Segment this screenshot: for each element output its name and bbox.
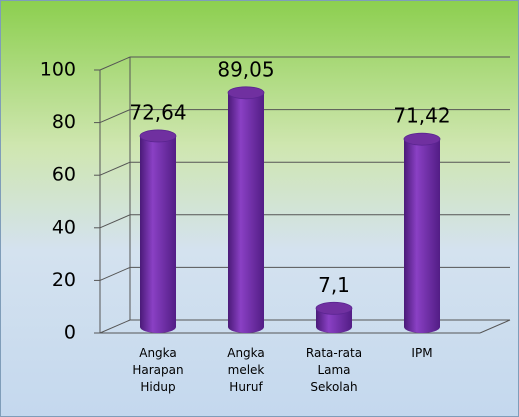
x-tick-label: IPM [411,346,432,360]
cylinder-top [315,301,353,315]
x-tick-line: Angka [139,346,177,360]
cylinder-body [316,308,352,333]
x-tick-line: IPM [411,346,432,360]
floor-right [479,319,511,334]
value-label: 72,64 [129,100,186,124]
grid-line [99,109,131,124]
cylinder-body [140,135,176,333]
cylinder-top [227,86,265,100]
x-tick-line: Harapan [132,363,183,377]
cylinder-top [139,129,177,143]
cylinder-top [403,132,441,146]
y-tick-label: 60 [52,164,76,186]
grid-line [99,319,131,334]
bar [403,132,441,333]
x-tick-line: Rata-rata [306,346,362,360]
y-tick-label: 0 [64,322,76,344]
cylinder-body [404,139,440,333]
y-tick-label: 20 [52,269,76,291]
x-tick-label: Rata-rata Lama Sekolah [306,346,362,394]
grid-line [99,214,131,229]
value-label: 71,42 [393,104,450,128]
x-tick-line: Sekolah [310,380,357,394]
x-tick-line: Hidup [140,380,175,394]
y-tick-label: 40 [52,216,76,238]
y-tick-label: 80 [52,111,76,133]
bar [227,86,265,334]
y-tick-label: 100 [40,59,76,81]
x-tick-line: melek [228,363,265,377]
grid-line [99,266,131,281]
cylinder-body [228,92,264,334]
bar [315,301,353,333]
x-tick-line: Lama [317,363,350,377]
grid-line [99,161,131,176]
x-tick-label: Angka melek Huruf [227,346,265,394]
bar [139,129,177,333]
x-tick-line: Angka [227,346,265,360]
value-label: 7,1 [318,273,350,297]
x-tick-line: Huruf [229,380,263,394]
value-label: 89,05 [217,57,274,81]
grid-line [99,56,131,71]
x-tick-label: Angka Harapan Hidup [132,346,183,394]
